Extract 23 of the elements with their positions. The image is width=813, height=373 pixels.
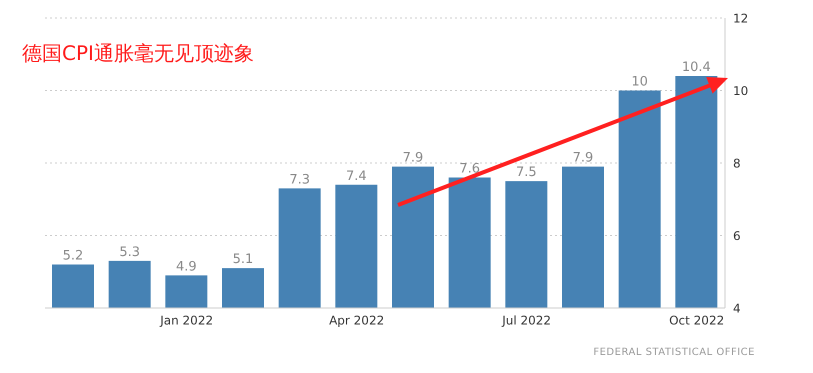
y-tick-label: 6 xyxy=(733,228,741,243)
x-tick-label: Jul 2022 xyxy=(501,314,552,328)
data-label: 5.1 xyxy=(232,252,254,268)
x-tick-label: Apr 2022 xyxy=(329,314,384,328)
data-label: 7.4 xyxy=(346,168,367,184)
data-label: 4.9 xyxy=(176,259,197,274)
data-label: 5.2 xyxy=(62,248,84,264)
y-tick-label: 10 xyxy=(733,84,748,98)
data-label: 10.4 xyxy=(682,60,711,75)
text: 德国CPI通胀毫无见顶迹象 xyxy=(22,40,254,67)
y-tick-label: 12 xyxy=(733,11,748,26)
y-tick-label: 4 xyxy=(733,301,741,316)
data-label: 7.6 xyxy=(459,162,480,176)
x-tick-label: Jan 2022 xyxy=(159,314,214,328)
text: FEDERAL STATISTICAL OFFICE xyxy=(593,347,755,358)
y-tick-label: 8 xyxy=(733,156,741,170)
x-tick-label: Oct 2022 xyxy=(669,314,724,328)
data-label: 10 xyxy=(631,74,648,90)
data-label: 7.9 xyxy=(572,150,594,166)
data-label: 7.9 xyxy=(402,150,424,166)
data-label: 5.3 xyxy=(119,244,140,260)
data-label: 7.5 xyxy=(516,165,537,180)
data-label: 7.3 xyxy=(289,172,310,188)
